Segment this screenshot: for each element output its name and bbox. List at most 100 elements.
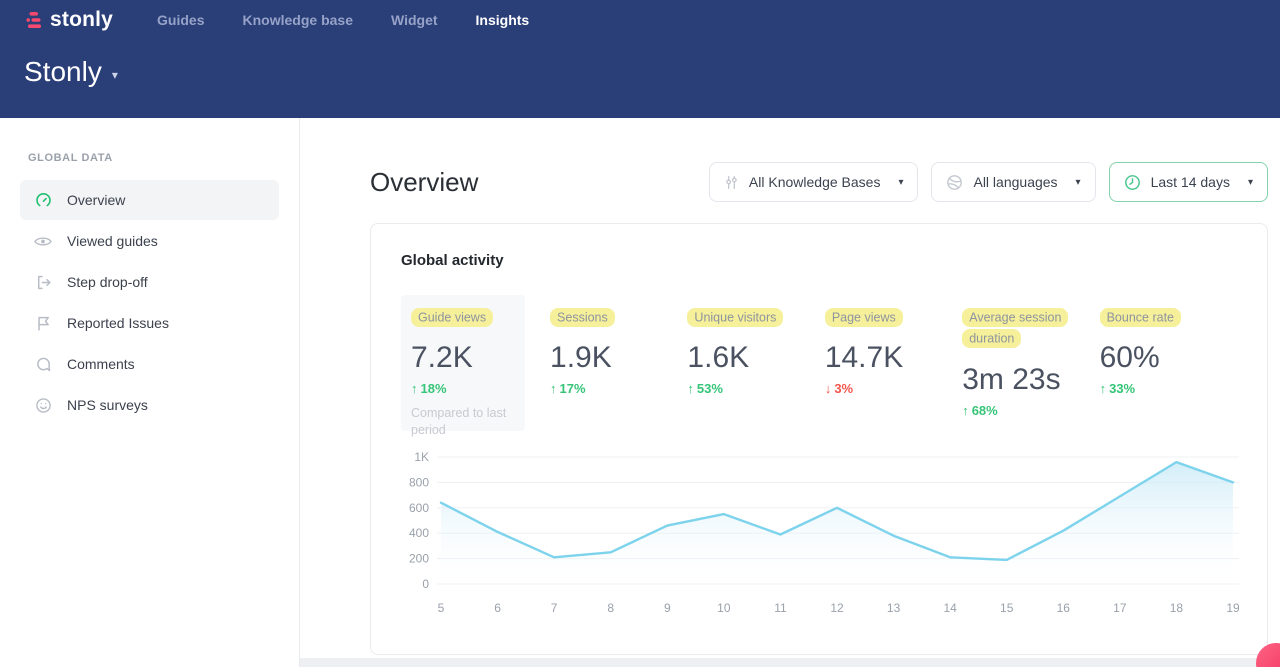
sliders-icon <box>724 175 739 190</box>
metric-delta: ↓ 3% <box>825 381 962 396</box>
comment-icon <box>34 355 52 373</box>
chevron-down-icon: ▾ <box>1075 176 1081 188</box>
smiley-icon <box>34 396 52 414</box>
sidebar-item-label: Comments <box>67 356 135 372</box>
metrics-row: Guide views 7.2K ↑ 18% Compared to last … <box>401 295 1237 437</box>
globe-icon <box>946 174 963 191</box>
nav-guides[interactable]: Guides <box>157 12 205 28</box>
svg-text:400: 400 <box>409 526 429 540</box>
sidebar-item-label: Step drop-off <box>67 274 148 290</box>
metric-label: Sessions <box>550 307 615 327</box>
nav-insights[interactable]: Insights <box>475 12 530 28</box>
metric-page-views[interactable]: Page views 14.7K ↓ 3% <box>824 295 962 396</box>
svg-text:19: 19 <box>1226 601 1239 615</box>
flag-icon <box>34 314 52 332</box>
metric-delta: ↑ 17% <box>550 381 687 396</box>
sidebar-section-title: GLOBAL DATA <box>28 152 113 164</box>
arrow-up-icon: ↑ <box>411 381 418 397</box>
svg-text:17: 17 <box>1113 601 1127 615</box>
delta-value: 18% <box>420 381 447 397</box>
svg-text:7: 7 <box>551 601 558 615</box>
arrow-up-icon: ↑ <box>550 381 557 397</box>
sidebar-item-viewed-guides[interactable]: Viewed guides <box>20 221 279 261</box>
metric-value: 3m 23s <box>962 362 1061 396</box>
clock-icon <box>1124 174 1141 191</box>
sidebar-item-label: Overview <box>67 192 126 208</box>
sidebar-item-label: Reported Issues <box>67 315 169 331</box>
app-header: stonly Guides Knowledge base Widget Insi… <box>0 0 1280 118</box>
metric-value: 60% <box>1099 341 1160 375</box>
logo-text: stonly <box>50 8 114 31</box>
metric-unique-visitors[interactable]: Unique visitors 1.6K ↑ 53% <box>687 295 824 396</box>
arrow-up-icon: ↑ <box>962 402 969 418</box>
svg-text:200: 200 <box>409 552 429 566</box>
filters: All Knowledge Bases ▾ All languages ▾ <box>708 162 1268 202</box>
metric-average-session-duration[interactable]: Average session duration 3m 23s ↑ 68% <box>962 295 1099 418</box>
metric-delta: ↑ 33% <box>1100 381 1237 396</box>
svg-text:800: 800 <box>409 475 429 489</box>
svg-text:18: 18 <box>1170 601 1184 615</box>
nav-widget[interactable]: Widget <box>390 12 438 28</box>
svg-text:6: 6 <box>494 601 501 615</box>
metric-guide-views[interactable]: Guide views 7.2K ↑ 18% Compared to last … <box>401 295 526 437</box>
sidebar-item-label: NPS surveys <box>67 397 148 413</box>
stonly-logo[interactable]: stonly <box>24 8 113 32</box>
page-head: Overview All Knowledge Bases ▾ <box>370 162 1268 202</box>
svg-text:10: 10 <box>717 601 731 615</box>
filter-label: Last 14 days <box>1150 174 1230 190</box>
metric-delta: ↑ 68% <box>962 403 1099 418</box>
sidebar-item-comments[interactable]: Comments <box>20 344 279 384</box>
metric-sessions[interactable]: Sessions 1.9K ↑ 17% <box>550 295 687 396</box>
metric-label: Page views <box>824 307 903 327</box>
delta-value: 3% <box>834 381 854 397</box>
sidebar-item-label: Viewed guides <box>67 233 158 249</box>
activity-chart[interactable]: 0 200 400 600 800 1K 5 6 7 8 9 10 11 12 13 14 15 16 17 18 19 <box>401 445 1239 630</box>
workspace-name: Stonly <box>24 56 102 87</box>
languages-filter[interactable]: All languages ▾ <box>931 162 1096 202</box>
next-section-edge <box>300 658 1280 667</box>
top-navigation: Guides Knowledge base Widget Insights <box>157 12 529 28</box>
arrow-down-icon: ↓ <box>824 381 832 397</box>
sidebar-item-step-drop-off[interactable]: Step drop-off <box>20 262 279 302</box>
arrow-up-icon: ↑ <box>687 381 694 397</box>
delta-value: 33% <box>1109 381 1136 397</box>
svg-text:15: 15 <box>1000 601 1014 615</box>
delta-value: 17% <box>559 381 586 397</box>
metric-label: Guide views <box>411 307 494 327</box>
metric-delta: ↑ 53% <box>687 381 824 396</box>
arrow-up-icon: ↑ <box>1099 381 1107 397</box>
svg-text:600: 600 <box>409 501 429 515</box>
metric-note: Compared to last period <box>411 406 507 438</box>
filter-label: All languages <box>973 174 1058 190</box>
metric-label: Unique visitors <box>687 307 784 327</box>
svg-text:0: 0 <box>422 577 429 591</box>
metric-value: 7.2K <box>411 341 473 375</box>
knowledge-bases-filter[interactable]: All Knowledge Bases ▾ <box>708 162 919 202</box>
sidebar-item-reported-issues[interactable]: Reported Issues <box>20 303 279 343</box>
metric-delta: ↑ 18% <box>411 381 515 396</box>
global-activity-card: Global activity Guide views 7.2K ↑ 18% C… <box>370 223 1268 655</box>
sidebar: GLOBAL DATA Overview Viewed guides <box>0 118 300 667</box>
main-content: Overview All Knowledge Bases ▾ <box>300 118 1280 667</box>
svg-text:9: 9 <box>664 601 671 615</box>
gauge-icon <box>34 191 52 209</box>
sidebar-item-nps-surveys[interactable]: NPS surveys <box>20 385 279 425</box>
metric-value: 1.9K <box>550 341 612 375</box>
svg-text:8: 8 <box>607 601 614 615</box>
filter-label: All Knowledge Bases <box>748 174 881 190</box>
date-range-filter[interactable]: Last 14 days ▾ <box>1108 162 1268 202</box>
svg-text:1K: 1K <box>414 450 429 464</box>
svg-text:13: 13 <box>887 601 901 615</box>
metric-bounce-rate[interactable]: Bounce rate 60% ↑ 33% <box>1099 295 1237 396</box>
svg-text:11: 11 <box>774 601 787 615</box>
metric-label: Bounce rate <box>1099 307 1182 327</box>
chevron-down-icon: ▾ <box>111 68 118 82</box>
stonly-logo-icon <box>24 10 44 30</box>
svg-text:5: 5 <box>438 601 445 615</box>
page-title: Overview <box>370 166 479 197</box>
workspace-selector[interactable]: Stonly ▾ <box>0 40 1280 88</box>
card-title: Global activity <box>401 252 504 269</box>
chevron-down-icon: ▾ <box>898 176 904 188</box>
sidebar-item-overview[interactable]: Overview <box>20 180 279 220</box>
nav-knowledge-base[interactable]: Knowledge base <box>242 12 353 28</box>
